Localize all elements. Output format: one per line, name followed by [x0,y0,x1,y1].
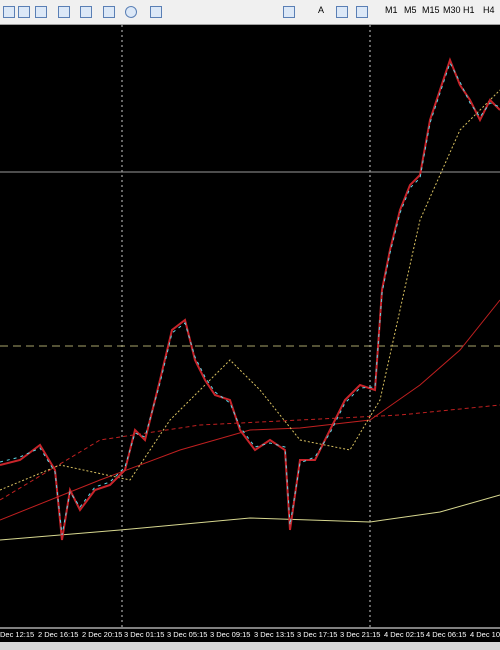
chart-shift[interactable] [80,6,92,18]
time-label: Dec 12:15 [0,630,34,639]
tile-windows[interactable] [35,6,47,18]
time-label: 4 Dec 06:15 [426,630,466,639]
chart-area [0,25,500,628]
fibonacci[interactable] [283,6,295,18]
price-candles [0,57,500,541]
text-tool[interactable]: A [318,5,325,15]
time-label: 2 Dec 20:15 [82,630,122,639]
timeframe-button[interactable]: M30 [443,5,461,15]
moving-average [0,299,500,521]
time-label: 3 Dec 09:15 [210,630,250,639]
timeframe-button[interactable]: M15 [422,5,440,15]
time-label: 4 Dec 10:15 [470,630,500,639]
time-label: 3 Dec 05:15 [167,630,207,639]
time-label: 4 Dec 02:15 [384,630,424,639]
periodicity[interactable] [125,6,137,18]
time-axis: Dec 12:15 2 Dec 16:15 2 Dec 20:15 3 Dec 01:… [0,630,500,639]
time-label: 3 Dec 17:15 [297,630,337,639]
price-candles-up [0,61,500,536]
timeframe-button[interactable]: M1 [385,5,398,15]
zoom-out[interactable] [18,6,30,18]
moving-average [0,494,500,541]
toolbar: A M1 M5 M15 M30 H1 H4 [0,0,500,25]
indicators[interactable] [103,6,115,18]
timeframe-button[interactable]: H1 [463,5,475,15]
timeframe-button[interactable]: H4 [483,5,495,15]
symbol-tabs [0,642,500,650]
time-label: 3 Dec 13:15 [254,630,294,639]
timeframe-button[interactable]: M5 [404,5,417,15]
time-label: 2 Dec 16:15 [38,630,78,639]
text-label[interactable] [336,6,348,18]
templates[interactable] [150,6,162,18]
zoom-in[interactable] [3,6,15,18]
period-separators[interactable] [58,6,70,18]
arrows[interactable] [356,6,368,18]
time-label: 3 Dec 01:15 [124,630,164,639]
time-label: 3 Dec 21:15 [340,630,380,639]
moving-average [0,404,500,501]
